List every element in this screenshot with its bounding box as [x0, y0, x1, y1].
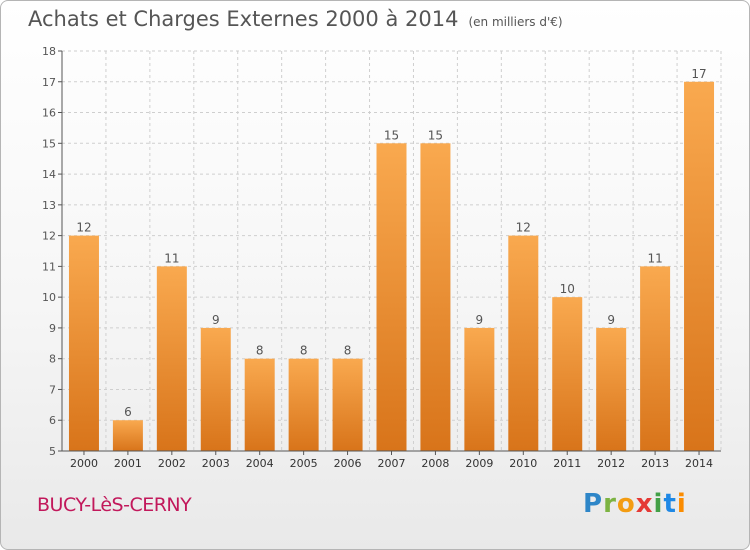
y-tick-label-17: 17 — [42, 76, 56, 89]
data-label-2008: 15 — [428, 128, 443, 142]
data-label-2011: 10 — [560, 282, 575, 296]
data-label-2004: 8 — [256, 344, 264, 358]
y-tick-label-15: 15 — [42, 137, 56, 150]
commune-name: BUCY-LèS-CERNY — [37, 494, 192, 516]
x-tick-label-2007: 2007 — [378, 457, 406, 470]
x-tick-label-2003: 2003 — [202, 457, 230, 470]
x-tick-label-2002: 2002 — [158, 457, 186, 470]
x-tick-label-2012: 2012 — [597, 457, 625, 470]
x-tick-label-2010: 2010 — [509, 457, 537, 470]
y-tick-label-14: 14 — [42, 168, 56, 181]
bar-2008 — [420, 143, 451, 452]
chart-title: Achats et Charges Externes 2000 à 2014 (e… — [28, 7, 563, 31]
chart-title-text: Achats et Charges Externes 2000 à 2014 — [28, 7, 459, 31]
y-tick-label-6: 6 — [49, 414, 56, 427]
bar-2000 — [68, 235, 99, 451]
bar-2005 — [288, 358, 319, 451]
data-label-2000: 12 — [76, 221, 91, 235]
y-tick-label-11: 11 — [42, 260, 56, 273]
data-label-2005: 8 — [300, 344, 308, 358]
data-label-2001: 6 — [124, 405, 132, 419]
bar-2013 — [640, 266, 671, 451]
x-tick-label-2005: 2005 — [290, 457, 318, 470]
y-tick-label-7: 7 — [49, 383, 56, 396]
x-tick-label-2008: 2008 — [421, 457, 449, 470]
data-label-2012: 9 — [607, 313, 615, 327]
data-label-2014: 17 — [691, 67, 706, 81]
data-label-2009: 9 — [476, 313, 484, 327]
chart-unit: (en milliers d'€) — [468, 15, 563, 29]
proxiti-logo: Proxiti — [583, 489, 687, 519]
data-label-2002: 11 — [164, 251, 179, 265]
x-tick-label-2011: 2011 — [553, 457, 581, 470]
bar-2007 — [376, 143, 407, 452]
y-tick-label-8: 8 — [49, 353, 56, 366]
x-tick-label-2009: 2009 — [465, 457, 493, 470]
data-label-2006: 8 — [344, 344, 352, 358]
bar-2010 — [508, 235, 539, 451]
y-tick-label-16: 16 — [42, 107, 56, 120]
bar-2003 — [200, 327, 231, 451]
data-label-2010: 12 — [516, 221, 531, 235]
bar-2006 — [332, 358, 363, 451]
bar-2012 — [596, 327, 627, 451]
bar-2004 — [244, 358, 275, 451]
data-label-2003: 9 — [212, 313, 220, 327]
y-tick-label-5: 5 — [49, 445, 56, 458]
bar-2001 — [112, 420, 143, 451]
x-tick-label-2014: 2014 — [685, 457, 713, 470]
x-tick-label-2004: 2004 — [246, 457, 274, 470]
bar-2002 — [156, 266, 187, 451]
x-tick-label-2013: 2013 — [641, 457, 669, 470]
x-tick-label-2000: 2000 — [70, 457, 98, 470]
x-tick-label-2006: 2006 — [334, 457, 362, 470]
data-label-2007: 15 — [384, 128, 399, 142]
y-tick-label-18: 18 — [42, 45, 56, 58]
bar-2009 — [464, 327, 495, 451]
y-tick-label-10: 10 — [42, 291, 56, 304]
bar-2011 — [552, 297, 583, 451]
x-tick-label-2001: 2001 — [114, 457, 142, 470]
data-label-2013: 11 — [647, 251, 662, 265]
y-tick-label-12: 12 — [42, 230, 56, 243]
bar-2014 — [684, 81, 715, 452]
y-tick-label-13: 13 — [42, 199, 56, 212]
y-tick-label-9: 9 — [49, 322, 56, 335]
